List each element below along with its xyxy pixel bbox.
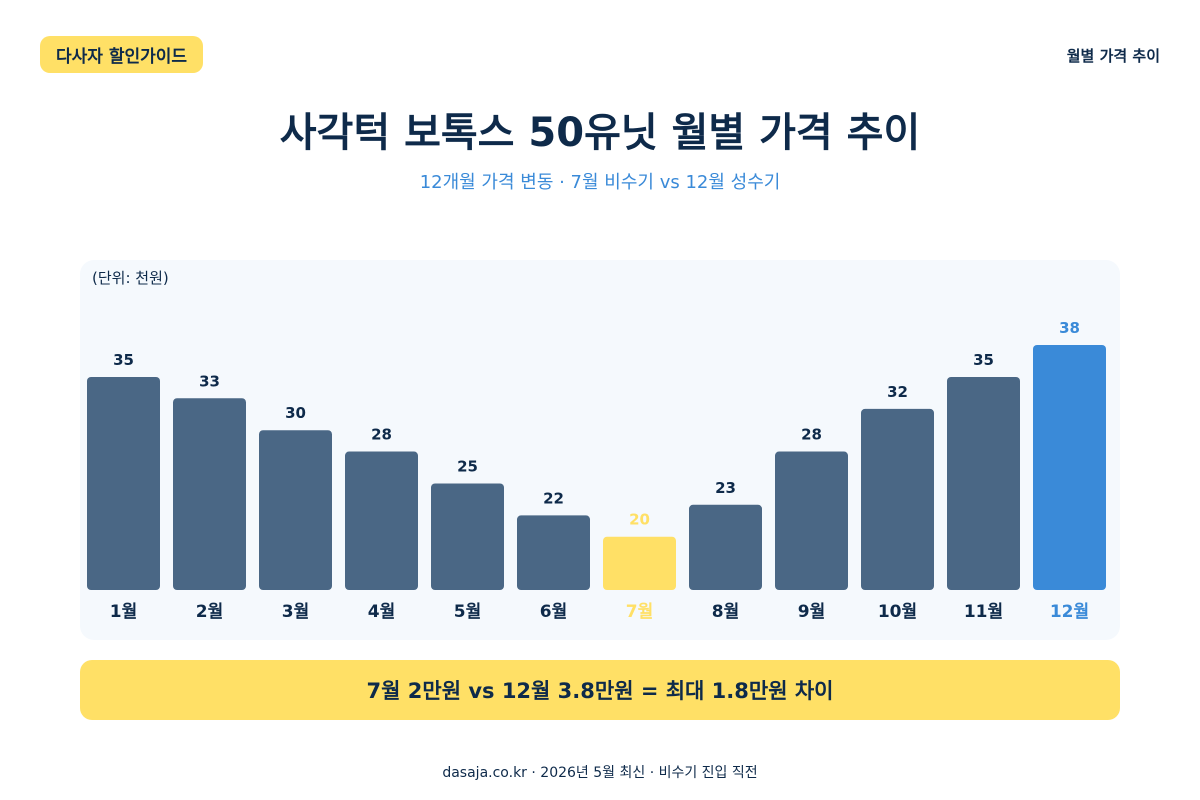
bar-8월 [689, 504, 762, 590]
bar-5월 [431, 483, 504, 590]
category-label: 7월 [626, 602, 653, 622]
category-label: 12월 [1050, 602, 1089, 622]
category-label: 8월 [712, 602, 739, 622]
header-caption: 월별 가격 추이 [1066, 47, 1160, 65]
category-label: 2월 [196, 602, 223, 622]
footer-text: dasaja.co.kr · 2026년 5월 최신 · 비수기 진입 직전 [442, 765, 758, 781]
bar-6월 [517, 515, 590, 590]
bar-12월 [1033, 345, 1106, 590]
value-label: 23 [715, 479, 736, 497]
value-label: 20 [629, 511, 650, 529]
bar-7월 [603, 536, 676, 590]
category-label: 9월 [798, 602, 825, 622]
value-label: 38 [1059, 319, 1080, 337]
summary-banner: 7월 2만원 vs 12월 3.8만원 = 최대 1.8만원 차이 [80, 660, 1120, 720]
value-label: 30 [285, 404, 306, 422]
chart-panel [80, 260, 1120, 640]
brand-badge: 다사자 할인가이드 [40, 36, 204, 73]
value-label: 22 [543, 489, 564, 507]
bar-4월 [345, 451, 418, 590]
value-label: 33 [199, 372, 220, 390]
bar-10월 [861, 408, 934, 590]
value-label: 25 [457, 457, 478, 475]
category-label: 6월 [540, 602, 567, 622]
bar-3월 [259, 430, 332, 590]
category-label: 1월 [110, 602, 137, 622]
value-label: 28 [801, 426, 822, 444]
page-title: 사각턱 보톡스 50유닛 월별 가격 추이 [279, 110, 921, 156]
category-label: 11월 [964, 602, 1003, 622]
category-label: 4월 [368, 602, 395, 622]
value-label: 28 [371, 426, 392, 444]
value-label: 35 [113, 351, 134, 369]
unit-label: (단위: 천원) [92, 269, 169, 287]
bar-1월 [87, 376, 160, 590]
bar-2월 [173, 398, 246, 590]
value-label: 35 [973, 351, 994, 369]
value-label: 32 [887, 383, 908, 401]
bar-9월 [775, 451, 848, 590]
page-subtitle: 12개월 가격 변동 · 7월 비수기 vs 12월 성수기 [419, 172, 781, 193]
bar-11월 [947, 376, 1020, 590]
category-label: 3월 [282, 602, 309, 622]
category-label: 10월 [878, 602, 917, 622]
category-label: 5월 [454, 602, 481, 622]
